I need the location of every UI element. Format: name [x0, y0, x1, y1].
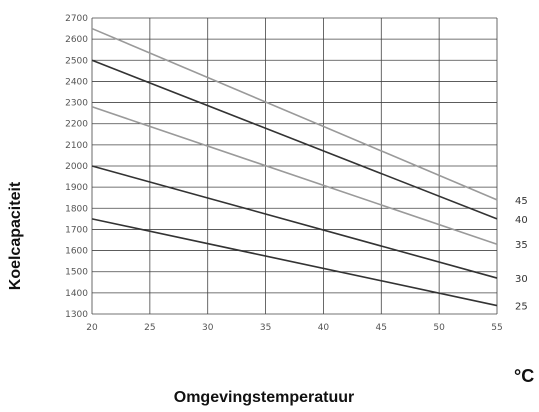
y-tick-label: 1400: [65, 289, 88, 299]
x-tick-label: 35: [260, 323, 271, 333]
x-tick-label: 45: [376, 323, 387, 333]
y-tick-label: 2200: [65, 120, 88, 130]
y-tick-label: 1600: [65, 247, 88, 257]
x-tick-label: 30: [202, 323, 214, 333]
y-tick-label: 1800: [65, 204, 88, 214]
series-lines: [91, 27, 498, 307]
series-line-45: [91, 27, 498, 201]
x-tick-label: 20: [86, 323, 98, 333]
series-line-30: [91, 165, 498, 279]
series-label-30: 30: [515, 274, 528, 285]
series-line-40: [91, 59, 498, 220]
grid: [91, 17, 498, 315]
y-tick-label: 2300: [65, 99, 88, 109]
y-tick-label: 1900: [65, 183, 88, 193]
series-label-35: 35: [515, 240, 528, 251]
series-label-40: 40: [515, 215, 528, 226]
y-tick-label: 2100: [65, 141, 88, 151]
y-tick-label: 1700: [65, 225, 88, 235]
y-tick-label: 1300: [65, 310, 88, 320]
y-tick-label: 2000: [65, 162, 88, 172]
x-tick-label: 25: [144, 323, 155, 333]
x-axis-unit: °C: [514, 366, 534, 386]
series-label-45: 45: [515, 196, 528, 207]
y-tick-label: 2700: [65, 14, 88, 24]
series-line-25: [91, 218, 498, 307]
series-label-25: 25: [515, 302, 528, 313]
x-tick-label: 55: [491, 323, 502, 333]
tick-labels: 1300 1400 1500 1600 1700 1800 1900 2000 2100 2200…: [65, 14, 503, 333]
series-line-35: [91, 106, 498, 245]
y-tick-label: 2600: [65, 35, 88, 45]
series-labels: 45 40 35 30 25: [515, 196, 528, 313]
x-tick-label: 50: [433, 323, 445, 333]
y-axis-label: Koelcapaciteit: [7, 181, 24, 290]
y-tick-label: 1500: [65, 268, 88, 278]
y-tick-label: 2400: [65, 77, 88, 87]
y-tick-label: 2500: [65, 56, 88, 66]
x-tick-label: 40: [318, 323, 330, 333]
x-axis-label: Omgevingstemperatuur: [174, 389, 354, 406]
